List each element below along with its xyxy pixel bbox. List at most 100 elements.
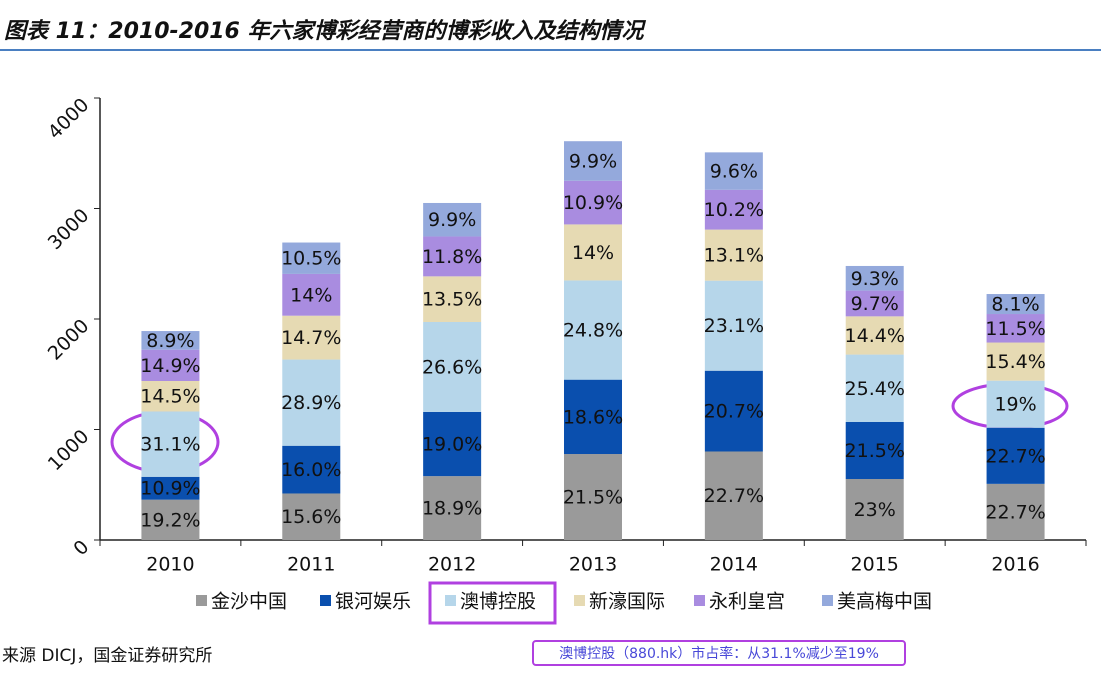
bar-segment [704, 189, 763, 230]
legend-swatch [694, 595, 705, 606]
data-label: 10.9% [140, 478, 200, 500]
bar-segment [704, 370, 763, 452]
data-label: 21.5% [845, 440, 905, 462]
data-label: 13.5% [422, 289, 482, 311]
data-label: 8.1% [991, 294, 1039, 316]
data-label: 16.0% [281, 459, 341, 481]
data-label: 10.5% [281, 248, 341, 270]
bar-segment [141, 331, 200, 350]
y-tick-label: 2000 [44, 315, 94, 365]
bar-segment [282, 273, 341, 316]
data-label: 10.2% [704, 199, 764, 221]
data-label: 14% [290, 284, 332, 306]
bar-segment [564, 141, 622, 181]
legend-swatch [822, 595, 833, 606]
legend-swatch [445, 595, 456, 606]
data-label: 28.9% [281, 392, 341, 414]
annotation-box [532, 640, 906, 666]
bar-segment [845, 265, 904, 291]
data-label: 19% [994, 394, 1036, 416]
source: 来源 DICJ，国金证券研究所 [2, 646, 212, 666]
data-label: 9.3% [851, 268, 899, 290]
bar-segment [564, 379, 622, 455]
bar-segment [564, 280, 622, 380]
bar-segment [845, 421, 904, 480]
bar-segment [282, 242, 341, 274]
bar-segment [845, 290, 904, 317]
bar-segment [986, 483, 1045, 540]
data-label: 14.5% [140, 386, 200, 408]
data-label: 9.6% [710, 161, 758, 183]
legend-label: 金沙中国 [211, 591, 287, 613]
data-label: 9.9% [428, 209, 476, 231]
data-label: 25.4% [845, 378, 905, 400]
bar-segment [141, 380, 200, 412]
data-label: 13.1% [704, 245, 764, 267]
bar-segment [845, 316, 904, 355]
data-label: 15.6% [281, 506, 341, 528]
bar-segment [564, 224, 622, 281]
bar-segment [845, 354, 904, 422]
data-label: 18.6% [563, 406, 623, 428]
x-tick-label: 2012 [428, 554, 476, 576]
bar-segment [423, 411, 482, 477]
bar-segment [423, 202, 482, 237]
data-label: 31.1% [140, 434, 200, 456]
data-label: 8.9% [146, 330, 194, 352]
legend-swatch [196, 595, 207, 606]
x-tick-label: 2016 [991, 554, 1039, 576]
data-label: 22.7% [985, 445, 1045, 467]
x-tick-label: 2010 [146, 554, 194, 576]
data-label: 15.4% [985, 351, 1045, 373]
bar-segment [282, 359, 341, 446]
bar-segment [704, 280, 763, 371]
bar-segment [141, 349, 200, 381]
data-label: 21.5% [563, 487, 623, 509]
bar-segment [141, 411, 200, 477]
data-label: 24.8% [563, 320, 623, 342]
data-label: 14% [572, 242, 614, 264]
bar-segment [423, 476, 482, 540]
data-label: 23% [854, 499, 896, 521]
bar-segment [704, 152, 763, 190]
data-label: 14.7% [281, 327, 341, 349]
data-label: 14.4% [845, 325, 905, 347]
y-tick-label: 1000 [44, 425, 94, 475]
y-tick-label: 0 [69, 536, 93, 560]
x-tick-label: 2015 [851, 554, 899, 576]
y-tick-label: 4000 [44, 94, 94, 144]
data-label: 26.6% [422, 356, 482, 378]
bar-segment [282, 315, 341, 360]
data-label: 9.9% [569, 150, 617, 172]
legend-swatch [320, 595, 331, 606]
data-label: 19.0% [422, 434, 482, 456]
data-label: 20.7% [704, 401, 764, 423]
bar-segment [282, 493, 341, 540]
legend-label: 银河娱乐 [335, 591, 411, 613]
bar-segment [986, 427, 1045, 484]
legend-swatch [574, 595, 585, 606]
legend-highlight [428, 581, 557, 625]
data-label: 11.5% [985, 318, 1045, 340]
data-label: 22.7% [985, 501, 1045, 523]
bar-segment [423, 321, 482, 412]
data-label: 18.9% [422, 498, 482, 520]
y-tick-label: 3000 [44, 204, 94, 254]
bar-segment [423, 276, 482, 322]
x-tick-label: 2013 [569, 554, 617, 576]
bar-segment [564, 454, 622, 540]
data-label: 22.7% [704, 485, 764, 507]
bar-segment [986, 380, 1045, 428]
bar-segment [141, 476, 200, 500]
legend-label: 新濠国际 [589, 591, 665, 613]
legend-label: 澳博控股 [460, 591, 536, 613]
bar-segment [704, 451, 763, 540]
data-label: 9.7% [851, 293, 899, 315]
bar-segment [282, 445, 341, 494]
x-tick-label: 2014 [710, 554, 758, 576]
data-label: 14.9% [140, 355, 200, 377]
bar-segment [423, 236, 482, 277]
data-label: 19.2% [140, 509, 200, 531]
bar-segment [564, 180, 622, 225]
